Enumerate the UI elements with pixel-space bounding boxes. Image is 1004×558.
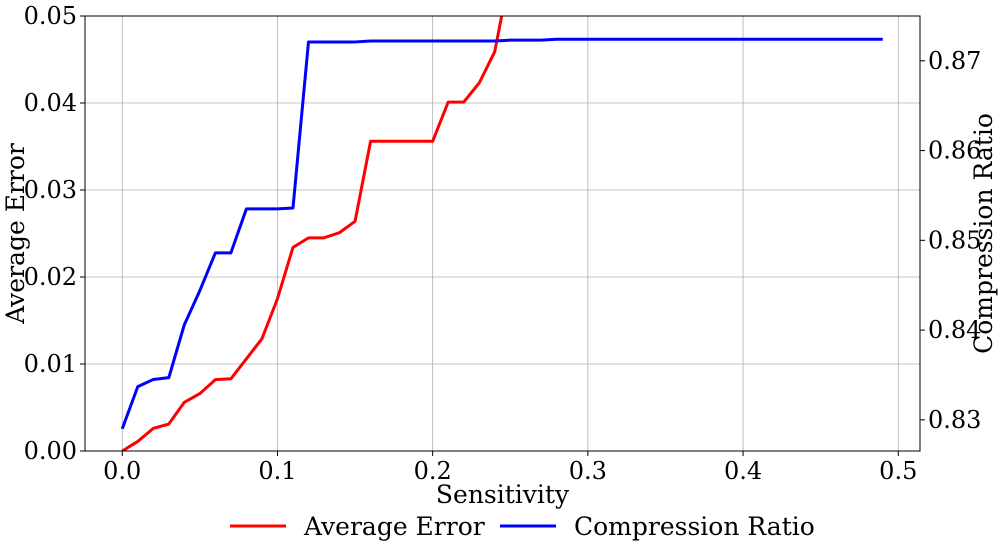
y-right-tick-label: 0.86 <box>928 137 981 165</box>
x-tick-label: 0.5 <box>879 457 917 485</box>
y-left-tick-label: 0.01 <box>24 350 77 378</box>
x-tick-label: 0.4 <box>724 457 762 485</box>
y-left-tick-label: 0.05 <box>24 2 77 30</box>
plot-frame <box>84 15 921 452</box>
series-line-average-error <box>121 16 504 451</box>
y-axis-left-label: Average Error <box>1 143 30 325</box>
x-tick-label: 0.3 <box>569 457 607 485</box>
y-left-tick-label: 0.02 <box>24 263 77 291</box>
x-tick-label: 0.1 <box>258 457 296 485</box>
series-line-compression-ratio <box>120 37 883 430</box>
legend-label-average-error: Average Error <box>303 512 485 541</box>
y-right-tick-label: 0.84 <box>928 316 981 344</box>
y-right-tick-label: 0.83 <box>928 406 981 434</box>
x-axis-label: Sensitivity <box>436 480 570 509</box>
legend-label-compression-ratio: Compression Ratio <box>574 512 815 541</box>
y-left-tick-label: 0.03 <box>24 176 77 204</box>
y-axis-right-label: Compression Ratio <box>969 113 998 354</box>
series-layer <box>120 16 883 451</box>
y-right-tick-label: 0.87 <box>928 47 981 75</box>
y-right-tick-label: 0.85 <box>928 226 981 254</box>
y-left-tick-label: 0.04 <box>24 89 77 117</box>
x-tick-label: 0.0 <box>103 457 141 485</box>
ticks: 0.0 0.1 0.2 0.3 0.4 0.5 0.00 0.01 0.02 0.03 0.04 0.… <box>24 2 982 485</box>
legend: Average Error Compression Ratio <box>230 512 815 541</box>
y-left-tick-label: 0.00 <box>24 437 77 465</box>
x-tick-label: 0.2 <box>414 457 452 485</box>
